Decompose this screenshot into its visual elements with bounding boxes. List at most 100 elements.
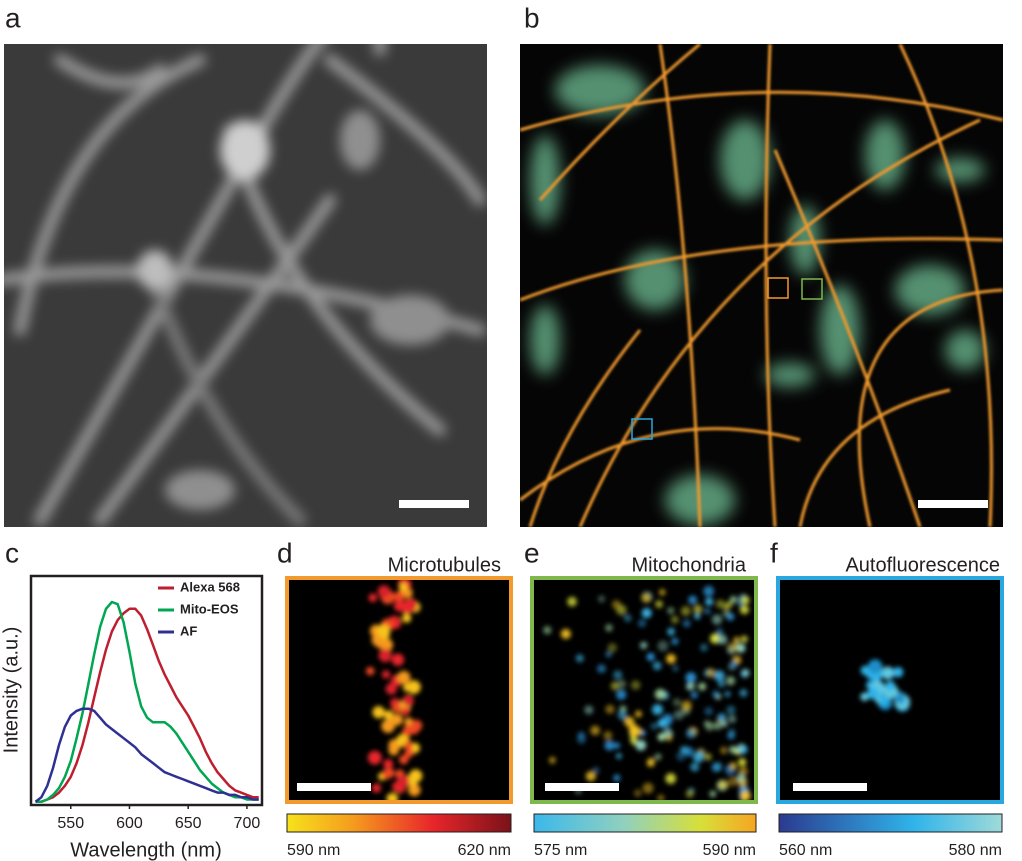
image-dot [385, 683, 397, 695]
image-dot [680, 745, 689, 755]
image-dot [624, 716, 635, 727]
image-dot [881, 666, 895, 680]
image-dot [705, 597, 714, 606]
image-dot [706, 668, 716, 678]
image-dot [716, 628, 724, 636]
image-dot [377, 585, 391, 598]
image-dot [672, 698, 682, 707]
colorbar-label: 575 nm [534, 842, 587, 859]
image-dot [680, 606, 691, 617]
image-dot [741, 668, 750, 677]
image-dot [671, 637, 679, 645]
image-dot [605, 624, 613, 632]
image-dot [700, 643, 708, 652]
panel-label: e [524, 537, 540, 568]
image-dot [585, 771, 596, 782]
image-dot [372, 706, 385, 719]
x-axis-label: Wavelength (nm) [70, 839, 222, 861]
image-dot [726, 676, 736, 686]
image-dot [739, 605, 750, 615]
image-dot [386, 792, 399, 802]
image-dot [729, 660, 738, 669]
x-tick-label: 550 [57, 815, 84, 832]
image-dot [666, 653, 676, 664]
image-dot [590, 725, 601, 736]
image-dot [396, 775, 410, 788]
image-dot [741, 596, 750, 605]
image-dot [711, 614, 723, 625]
image-dot [630, 680, 641, 690]
image-dot [704, 753, 712, 761]
image-dot [402, 694, 414, 707]
image-a-content [4, 44, 486, 526]
image-dot [575, 654, 584, 663]
colorbar [286, 813, 512, 833]
x-tick-label: 650 [175, 815, 202, 832]
image-dot [392, 703, 402, 713]
scale-bar [297, 783, 371, 791]
image-dot [616, 689, 627, 700]
image-dot [894, 693, 906, 704]
image-dot [693, 751, 704, 763]
image-dot [657, 794, 665, 802]
image-dot [616, 604, 627, 616]
image-dot [726, 612, 735, 621]
image-dot [722, 602, 731, 611]
image-dot [726, 642, 738, 654]
image-dot [690, 691, 698, 699]
image-dot [713, 761, 723, 772]
image-dot [738, 758, 747, 767]
panel-label: b [524, 2, 540, 33]
image-dot [365, 666, 375, 676]
panel-title: Mitochondria [631, 554, 746, 576]
image-dot [646, 652, 655, 661]
panel-title: Autofluorescence [845, 554, 1000, 576]
image-dot [404, 740, 413, 750]
image-dot [605, 651, 612, 658]
image-d [287, 578, 511, 802]
image-dot [543, 626, 552, 635]
scale-bar [918, 500, 988, 508]
image-dot [878, 695, 889, 706]
image-dot [729, 745, 737, 754]
image-dot [407, 680, 421, 695]
image-dot [713, 721, 722, 730]
image-dot [383, 710, 394, 720]
image-dot [860, 692, 869, 702]
image-dot [623, 614, 632, 622]
series-line [35, 600, 259, 803]
image-dot [672, 665, 679, 672]
image-dot [682, 619, 691, 628]
image-e-content [543, 585, 751, 802]
image-dot [584, 705, 594, 715]
image-dot [740, 635, 748, 643]
image-dot [690, 762, 700, 772]
image-f-content [860, 659, 911, 712]
image-dot [615, 753, 622, 760]
image-dot [717, 634, 728, 645]
image-dot [892, 667, 904, 678]
image-dot [688, 595, 698, 605]
colorbar-label: 560 nm [779, 842, 832, 859]
image-dot [592, 766, 600, 774]
image-dot [654, 688, 666, 700]
series-line [35, 607, 259, 803]
image-dot [378, 648, 392, 663]
image-dot [383, 759, 394, 770]
image-dot [717, 680, 726, 688]
image-dot [388, 745, 399, 756]
image-dot [641, 608, 652, 619]
colorbar-label: 590 nm [287, 842, 340, 859]
image-dot [727, 715, 737, 724]
image-dot [667, 607, 675, 615]
image-dot [729, 762, 738, 770]
image-dot [393, 599, 406, 612]
image-dot [736, 773, 746, 783]
image-dot [401, 707, 410, 716]
panel-label: f [770, 537, 778, 568]
image-dot [607, 643, 617, 653]
image-dot [410, 719, 423, 732]
image-dot [885, 680, 896, 691]
image-dot [867, 687, 879, 700]
panel-label: d [277, 537, 293, 568]
